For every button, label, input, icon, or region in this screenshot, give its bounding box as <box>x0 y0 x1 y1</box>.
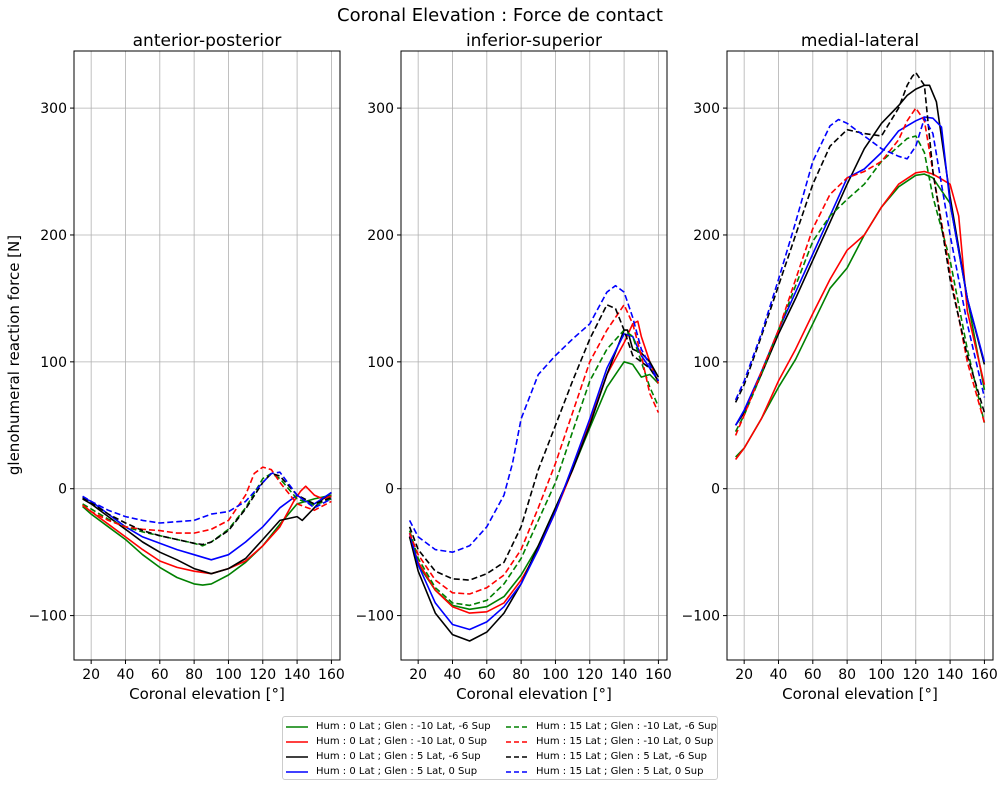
subplot-title: inferior-superior <box>466 31 602 51</box>
legend-label: Hum : 15 Lat ; Glen : -10 Lat, -6 Sup <box>536 721 717 732</box>
series-line <box>408 333 660 631</box>
subplot-inferior-superior: 20 40 60 80 100 120 140 160 −100 0 100 200 300 inferi… <box>356 31 672 703</box>
x-tick-label: 100 <box>215 667 242 683</box>
series-line <box>408 284 660 553</box>
x-tick-label: 40 <box>444 667 462 683</box>
series-line <box>82 491 332 561</box>
y-tick-label: −100 <box>682 609 720 625</box>
x-tick-label: 120 <box>902 667 929 683</box>
y-tick-label: −100 <box>356 609 394 625</box>
series-line <box>408 304 660 581</box>
subplot-title: medial-lateral <box>801 31 919 51</box>
x-tick-label: 160 <box>645 667 672 683</box>
legend-item: Hum : 0 Lat ; Glen : 5 Lat, -6 Sup <box>286 749 481 764</box>
legend-swatch <box>286 755 308 758</box>
legend-item: Hum : 15 Lat ; Glen : 5 Lat, 0 Sup <box>506 764 703 779</box>
figure-suptitle: Coronal Elevation : Force de contact <box>337 5 663 26</box>
legend-label: Hum : 0 Lat ; Glen : -10 Lat, -6 Sup <box>316 721 491 732</box>
series-line <box>734 117 986 401</box>
legend-swatch <box>506 770 528 773</box>
y-axis-label: glenohumeral reaction force [N] <box>5 235 23 475</box>
legend-label: Hum : 0 Lat ; Glen : 5 Lat, -6 Sup <box>316 751 481 762</box>
series-line <box>734 135 986 432</box>
x-axis-label: Coronal elevation [°] <box>129 685 285 703</box>
x-tick-label: 20 <box>735 667 753 683</box>
legend-item: Hum : 15 Lat ; Glen : 5 Lat, -6 Sup <box>506 749 707 764</box>
y-tick-label: 0 <box>58 482 67 498</box>
x-tick-label: 140 <box>611 667 638 683</box>
axes-frame <box>73 50 341 661</box>
y-tick-label: 0 <box>711 482 720 498</box>
legend-label: Hum : 0 Lat ; Glen : 5 Lat, 0 Sup <box>316 766 478 777</box>
series-line <box>82 491 332 575</box>
x-tick-label: 40 <box>117 667 135 683</box>
x-axis-label: Coronal elevation [°] <box>456 685 612 703</box>
axes-frame <box>726 50 994 661</box>
x-tick-label: 80 <box>838 667 856 683</box>
series-line <box>82 471 332 524</box>
y-tick-label: 300 <box>693 101 720 117</box>
legend-swatch <box>286 740 308 743</box>
y-tick-label: 200 <box>693 228 720 244</box>
x-tick-label: 20 <box>409 667 427 683</box>
y-tick-label: 100 <box>40 355 67 371</box>
x-tick-label: 40 <box>770 667 788 683</box>
series-line <box>408 329 660 607</box>
legend-item: Hum : 0 Lat ; Glen : 5 Lat, 0 Sup <box>286 764 477 779</box>
legend-swatch <box>506 755 528 758</box>
y-tick-label: 200 <box>40 228 67 244</box>
y-tick-label: 0 <box>385 482 394 498</box>
x-tick-label: 120 <box>576 667 603 683</box>
x-tick-label: 140 <box>284 667 311 683</box>
legend-item: Hum : 15 Lat ; Glen : -10 Lat, 0 Sup <box>506 734 713 749</box>
y-tick-label: 200 <box>367 228 394 244</box>
legend-label: Hum : 0 Lat ; Glen : -10 Lat, 0 Sup <box>316 736 488 747</box>
legend-label: Hum : 15 Lat ; Glen : 5 Lat, 0 Sup <box>536 766 704 777</box>
series-line <box>734 170 986 460</box>
x-tick-label: 160 <box>971 667 998 683</box>
x-tick-label: 120 <box>249 667 276 683</box>
x-axis-label: Coronal elevation [°] <box>782 685 938 703</box>
legend-item: Hum : 0 Lat ; Glen : -10 Lat, 0 Sup <box>286 734 487 749</box>
y-tick-label: −100 <box>29 609 67 625</box>
legend-swatch <box>506 740 528 743</box>
y-tick-label: 300 <box>367 101 394 117</box>
x-tick-label: 60 <box>478 667 496 683</box>
y-tick-label: 300 <box>40 101 67 117</box>
series-line <box>408 329 660 642</box>
series-line <box>82 466 332 534</box>
x-tick-label: 60 <box>151 667 169 683</box>
subplot-title: anterior-posterior <box>133 31 282 51</box>
series-line <box>82 472 332 546</box>
x-tick-label: 60 <box>804 667 822 683</box>
x-tick-label: 100 <box>542 667 569 683</box>
legend-swatch <box>286 770 308 773</box>
series-line <box>408 304 660 595</box>
x-tick-label: 100 <box>868 667 895 683</box>
series-line <box>734 116 986 426</box>
x-tick-label: 160 <box>318 667 345 683</box>
subplot-anterior-posterior: 20 40 60 80 100 120 140 160 −100 0 100 200 300 anteri… <box>29 31 345 703</box>
legend-item: Hum : 15 Lat ; Glen : -10 Lat, -6 Sup <box>506 719 717 734</box>
y-tick-label: 100 <box>693 355 720 371</box>
legend-item: Hum : 0 Lat ; Glen : -10 Lat, -6 Sup <box>286 719 491 734</box>
subplot-medial-lateral: 20 40 60 80 100 120 140 160 −100 0 100 200 300 medial… <box>682 31 998 703</box>
legend-swatch <box>286 725 308 728</box>
x-tick-label: 80 <box>512 667 530 683</box>
legend-label: Hum : 15 Lat ; Glen : -10 Lat, 0 Sup <box>536 736 714 747</box>
x-tick-label: 20 <box>82 667 100 683</box>
legend: Hum : 0 Lat ; Glen : -10 Lat, -6 Sup Hum … <box>282 716 718 780</box>
series-line <box>734 84 986 426</box>
series-line <box>734 71 986 413</box>
x-tick-label: 80 <box>185 667 203 683</box>
legend-label: Hum : 15 Lat ; Glen : 5 Lat, -6 Sup <box>536 751 708 762</box>
legend-swatch <box>506 725 528 728</box>
x-tick-label: 140 <box>937 667 964 683</box>
y-tick-label: 100 <box>367 355 394 371</box>
axes-frame <box>400 50 668 661</box>
